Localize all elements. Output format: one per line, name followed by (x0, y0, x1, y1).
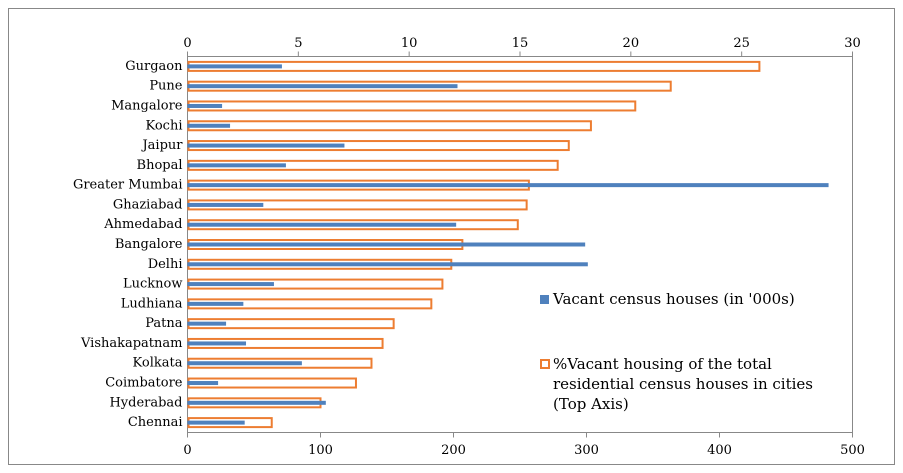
bar (187, 183, 829, 188)
y-tick-label: Greater Mumbai (73, 178, 183, 193)
y-tick-label: Ahmedabad (103, 217, 182, 232)
legend-swatch (540, 295, 549, 304)
bar (187, 100, 637, 112)
x2-tick-label: 10 (401, 36, 418, 51)
y-tick-label: Pune (149, 79, 182, 94)
y-tick-label: Vishakapatnam (80, 336, 183, 351)
x2-tick-label: 0 (183, 36, 191, 51)
bar (187, 301, 244, 306)
bar (187, 341, 247, 346)
y-tick-label: Patna (145, 316, 183, 331)
bar (187, 163, 286, 168)
bar (187, 120, 592, 132)
x-tick-label: 400 (707, 443, 732, 458)
y-tick-label: Ludhiana (121, 296, 183, 311)
x2-tick-label: 15 (512, 36, 529, 51)
y-tick-label: Kochi (145, 118, 182, 133)
legend-label: Vacant census houses (in '000s) (553, 290, 795, 308)
legend-item: Vacant census houses (in '000s) (540, 289, 795, 309)
y-tick-label: Lucknow (123, 277, 183, 292)
legend-item: %Vacant housing of the total residential… (540, 354, 830, 414)
bar (187, 242, 586, 247)
y-tick-label: Ghaziabad (113, 197, 183, 212)
x2-tick-label: 30 (844, 36, 861, 51)
bar (187, 103, 223, 108)
x-tick-label: 500 (840, 443, 865, 458)
y-tick-label: Delhi (148, 257, 183, 272)
y-tick-label: Kolkata (133, 356, 183, 371)
bar (187, 123, 231, 128)
y-tick-label: Mangalore (111, 98, 183, 113)
bar (187, 361, 302, 366)
y-tick-label: Coimbatore (105, 376, 183, 391)
bar (187, 400, 326, 405)
y-tick-label: Bhopal (137, 158, 183, 173)
bar (187, 64, 282, 69)
bar (187, 222, 457, 227)
x2-tick-label: 5 (294, 36, 302, 51)
bar (187, 84, 458, 89)
x-tick-label: 300 (574, 443, 599, 458)
y-tick-label: Hyderabad (109, 395, 182, 410)
y-tick-label: Bangalore (115, 237, 183, 252)
x-tick-label: 100 (308, 443, 333, 458)
bar (187, 143, 345, 148)
bar (187, 202, 264, 207)
y-tick-label: Gurgaon (125, 59, 183, 74)
x-tick-label: 0 (183, 443, 191, 458)
bar (187, 262, 588, 267)
legend-swatch (540, 359, 550, 369)
legend-label: %Vacant housing of the total residential… (553, 355, 813, 413)
x2-tick-label: 20 (623, 36, 640, 51)
x-tick-label: 200 (441, 443, 466, 458)
x2-tick-label: 25 (733, 36, 750, 51)
bar (187, 282, 274, 287)
y-tick-label: Chennai (128, 415, 183, 430)
bar (187, 321, 227, 326)
y-tick-label: Jaipur (140, 138, 183, 153)
bar (187, 381, 219, 386)
bar (187, 420, 245, 425)
